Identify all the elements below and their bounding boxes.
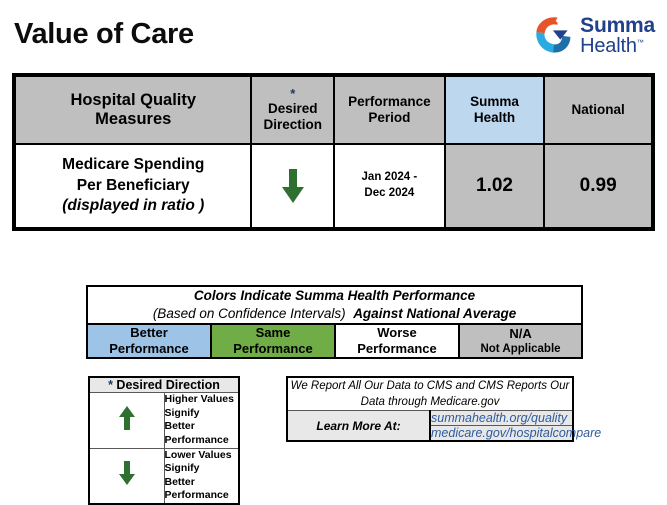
cell-summa-health-value: 1.02 (443, 143, 546, 230)
learn-more-row-2: medicare.gov/hospitalcompare (287, 425, 602, 442)
desired-direction-legend: * Desired Direction Higher Values Signif… (88, 376, 240, 505)
cms-note: We Report All Our Data to CMS and CMS Re… (286, 376, 574, 412)
down-arrow-icon (281, 169, 304, 203)
period-header-line2: Period (368, 110, 411, 125)
legend-key-same: Same Performance (210, 322, 336, 360)
table-header-row: Hospital Quality Measures * Desired Dire… (12, 74, 654, 145)
key-worse-line1: Worse (377, 324, 417, 340)
measure-line3: (displayed in ratio ) (62, 197, 205, 215)
logo-word-summa: Summa (580, 13, 655, 37)
column-header-desired-direction: * Desired Direction (250, 74, 335, 145)
cell-desired-direction (250, 143, 335, 230)
period-line1: Jan 2024 - (361, 171, 418, 184)
direction-legend-down-icon-cell (88, 447, 165, 505)
measure-line1: Medicare Spending (62, 155, 205, 173)
legend-title-bold: Against National Average (353, 305, 517, 321)
national-header-line1: National (571, 102, 625, 118)
cms-note-line1: We Report All Our Data to CMS and CMS Re… (290, 380, 570, 392)
up-arrow-icon (118, 405, 135, 430)
direction-up-line1: Higher Values Signify (164, 393, 234, 419)
direction-header-line2: Direction (263, 117, 322, 132)
cell-measure-name: Medicare Spending Per Beneficiary (displ… (12, 143, 253, 230)
direction-legend-down-text: Lower Values Signify Better Performance (163, 447, 240, 505)
direction-legend-row-up: Higher Values Signify Better Performance (88, 392, 240, 449)
measures-header-line2: Measures (95, 110, 172, 128)
key-na-line2: Not Applicable (480, 342, 561, 355)
direction-legend-heading-row: * Desired Direction (88, 376, 240, 393)
summa-header-line1: Summa (470, 94, 519, 110)
cms-note-row: We Report All Our Data to CMS and CMS Re… (286, 376, 574, 412)
legend-key-better: Better Performance (86, 322, 212, 360)
legend-title-regular: (Based on Confidence Intervals) (152, 305, 346, 321)
key-same-line1: Same (255, 324, 291, 340)
column-header-measures: Hospital Quality Measures (12, 74, 253, 145)
legend-keys-row: Better Performance Same Performance Wors… (86, 322, 584, 360)
learn-more-row-1: Learn More At: summahealth.org/quality (286, 410, 574, 442)
period-line2: Dec 2024 (364, 187, 415, 199)
table-row: Medicare Spending Per Beneficiary (displ… (12, 143, 654, 230)
link-summahealth-quality[interactable]: summahealth.org/quality (429, 410, 574, 427)
key-worse-line2: Performance (357, 340, 437, 356)
summa-header-line2: Health (473, 110, 516, 125)
legend-title-row: Colors Indicate Summa Health Performance… (86, 285, 583, 325)
color-legend-table: Colors Indicate Summa Health Performance… (86, 285, 584, 360)
page-header: Value of Care Summa Health™ (0, 0, 667, 70)
legend-title-line2: (Based on Confidence Intervals) Against … (88, 305, 581, 323)
learn-more-label: Learn More At: (286, 410, 431, 442)
direction-header-line1: Desired (267, 101, 318, 117)
legend-key-na: N/A Not Applicable (457, 322, 584, 360)
direction-legend-heading-text: Desired Direction (116, 378, 220, 392)
cell-national-value: 0.99 (543, 143, 654, 230)
measures-header-line1: Hospital Quality (70, 90, 197, 109)
key-same-line2: Performance (233, 340, 313, 356)
direction-legend-row-down: Lower Values Signify Better Performance (88, 447, 240, 505)
summa-health-logo: Summa Health™ (529, 12, 655, 58)
value-of-care-table-wrap: Hospital Quality Measures * Desired Dire… (12, 73, 655, 231)
value-of-care-table: Hospital Quality Measures * Desired Dire… (12, 73, 655, 231)
logo-wordmark: Summa Health™ (580, 15, 655, 56)
direction-down-line1: Lower Values Signify (164, 448, 232, 475)
key-na-line1: N/A (509, 325, 532, 341)
measure-line2: Per Beneficiary (76, 176, 190, 194)
direction-legend-heading: * Desired Direction (88, 376, 240, 393)
trademark-symbol: ™ (636, 38, 644, 46)
cell-performance-period: Jan 2024 - Dec 2024 (333, 143, 446, 230)
asterisk-marker: * (290, 86, 296, 102)
legend-title-cell: Colors Indicate Summa Health Performance… (86, 285, 583, 325)
page-title: Value of Care (14, 18, 194, 50)
bottom-legends: * Desired Direction Higher Values Signif… (0, 376, 667, 505)
legend-title-line1: Colors Indicate Summa Health Performance (193, 288, 476, 303)
period-header-line1: Performance (348, 94, 431, 110)
cms-reporting-legend: We Report All Our Data to CMS and CMS Re… (286, 376, 602, 443)
direction-legend-up-icon-cell (88, 392, 165, 449)
down-arrow-icon (118, 461, 135, 486)
cms-note-line2: Data through Medicare.gov (360, 396, 500, 409)
column-header-performance-period: Performance Period (333, 74, 446, 145)
key-better-line1: Better (130, 324, 168, 340)
summa-swirl-icon (536, 17, 571, 53)
asterisk-marker-legend: * (108, 378, 113, 392)
color-legend: Colors Indicate Summa Health Performance… (86, 285, 584, 360)
direction-down-line2: Better Performance (164, 475, 229, 502)
column-header-national: National (543, 74, 654, 145)
direction-legend-up-text: Higher Values Signify Better Performance (163, 392, 240, 449)
column-header-summa-health: Summa Health (443, 74, 546, 145)
logo-word-health: Health™ (580, 34, 644, 57)
legend-key-worse: Worse Performance (334, 322, 460, 360)
key-better-line2: Performance (109, 340, 189, 356)
link-medicare-hospitalcompare[interactable]: medicare.gov/hospitalcompare (429, 425, 602, 442)
direction-up-line2: Better Performance (164, 420, 229, 446)
